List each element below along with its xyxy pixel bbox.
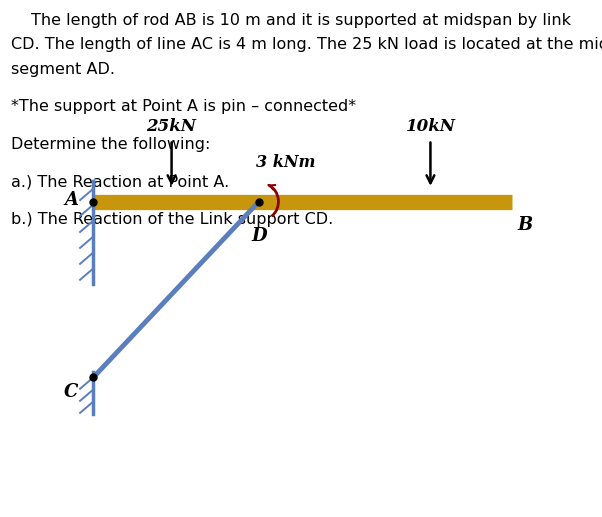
Text: CD. The length of line AC is 4 m long. The 25 kN load is located at the midspan : CD. The length of line AC is 4 m long. T… (11, 37, 602, 52)
Text: Determine the following:: Determine the following: (11, 137, 210, 152)
Text: a.) The Reaction at Point A.: a.) The Reaction at Point A. (11, 175, 229, 190)
Text: The length of rod AB is 10 m and it is supported at midspan by link: The length of rod AB is 10 m and it is s… (31, 13, 571, 28)
Text: B: B (518, 216, 533, 234)
Text: C: C (64, 383, 78, 401)
Text: 10kN: 10kN (405, 118, 456, 135)
Text: b.) The Reaction of the Link support CD.: b.) The Reaction of the Link support CD. (11, 212, 333, 227)
Text: *The support at Point A is pin – connected*: *The support at Point A is pin – connect… (11, 99, 356, 114)
Text: 3 kNm: 3 kNm (256, 154, 315, 171)
Text: segment AD.: segment AD. (11, 62, 115, 77)
Text: 25kN: 25kN (146, 118, 197, 135)
Text: A: A (64, 191, 78, 209)
Text: D: D (251, 227, 267, 246)
